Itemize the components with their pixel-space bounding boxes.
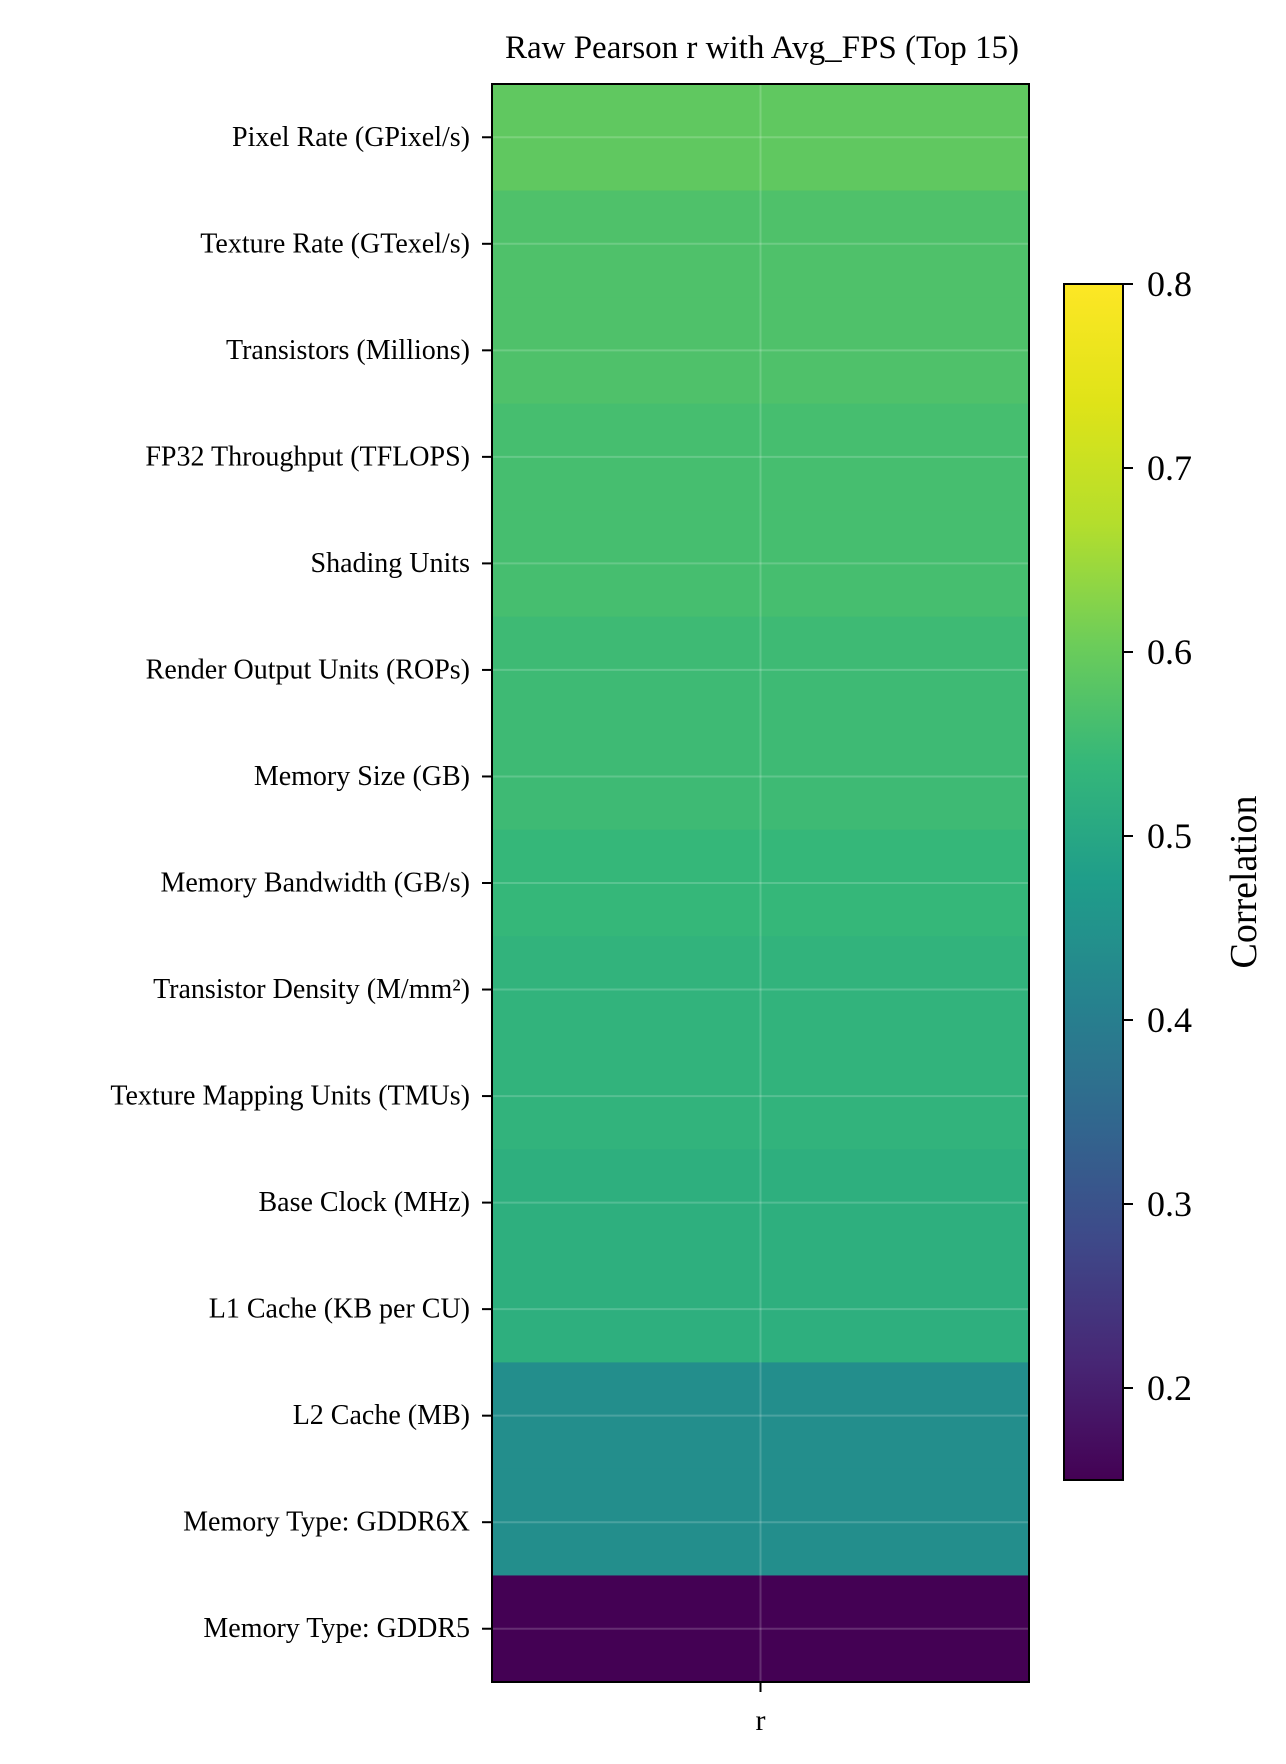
y-tick-label: Memory Size (GB) [254, 761, 470, 792]
heatmap-cell [492, 936, 1029, 1044]
heatmap-cell [492, 297, 1029, 405]
colorbar-frame [1063, 283, 1124, 1481]
y-tick-label: Memory Type: GDDR5 [203, 1613, 470, 1644]
colorbar-tick-label: 0.8 [1147, 264, 1192, 304]
y-tick-label: Memory Type: GDDR6X [183, 1507, 470, 1538]
y-tick-label: Base Clock (MHz) [258, 1187, 470, 1218]
y-tick-label: Render Output Units (ROPs) [146, 654, 470, 685]
y-tick-label: Shading Units [311, 548, 470, 579]
y-tick-label: Transistor Density (M/mm²) [153, 974, 470, 1005]
x-tick-label: r [756, 1704, 766, 1737]
heatmap-cell [492, 723, 1029, 831]
heatmap-cell [492, 1042, 1029, 1150]
heatmap-gridlines [492, 84, 1029, 1682]
y-tick-label: Texture Rate (GTexel/s) [200, 228, 470, 259]
chart-title: Raw Pearson r with Avg_FPS (Top 15) [505, 30, 1019, 66]
heatmap-cell [492, 190, 1029, 298]
y-axis: Pixel Rate (GPixel/s) Texture Rate (GTexe… [110, 122, 492, 1644]
y-tick-label: L2 Cache (MB) [293, 1400, 470, 1431]
heatmap-cell [492, 616, 1029, 724]
colorbar-gradient [1064, 284, 1123, 1480]
colorbar-label: Correlation [1223, 795, 1265, 968]
colorbar-tick-label: 0.5 [1147, 816, 1192, 856]
y-tick-label: Transistors (Millions) [226, 335, 470, 366]
heatmap-cell [492, 1468, 1029, 1577]
y-tick-label: L1 Cache (KB per CU) [209, 1294, 470, 1325]
colorbar-tick-label: 0.7 [1147, 448, 1192, 488]
colorbar-ticks: 0.2 0.3 0.4 0.5 0.6 0.7 0.8 [1123, 264, 1192, 1408]
heatmap-cell [492, 84, 1029, 192]
heatmap-cell [492, 1149, 1029, 1257]
colorbar-tick-label: 0.4 [1147, 1000, 1192, 1040]
colorbar-tick-label: 0.3 [1147, 1184, 1192, 1224]
y-tick-label: Texture Mapping Units (TMUs) [110, 1081, 470, 1112]
colorbar: 0.2 0.3 0.4 0.5 0.6 0.7 0.8 Correlation [1063, 264, 1265, 1481]
heatmap-cells [492, 84, 1029, 1683]
heatmap-cell [492, 829, 1029, 937]
y-tick-label: Pixel Rate (GPixel/s) [232, 122, 470, 153]
heatmap-cell [492, 510, 1029, 618]
heatmap-cell [492, 1575, 1029, 1683]
colorbar-tick-label: 0.2 [1147, 1368, 1192, 1408]
x-axis: r [756, 1682, 766, 1737]
heatmap-cell [492, 403, 1029, 511]
heatmap-cell [492, 1362, 1029, 1470]
colorbar-tick-label: 0.6 [1147, 632, 1192, 672]
y-tick-label: FP32 Throughput (TFLOPS) [145, 441, 470, 472]
heatmap-cell [492, 1255, 1029, 1363]
y-tick-label: Memory Bandwidth (GB/s) [160, 868, 470, 899]
